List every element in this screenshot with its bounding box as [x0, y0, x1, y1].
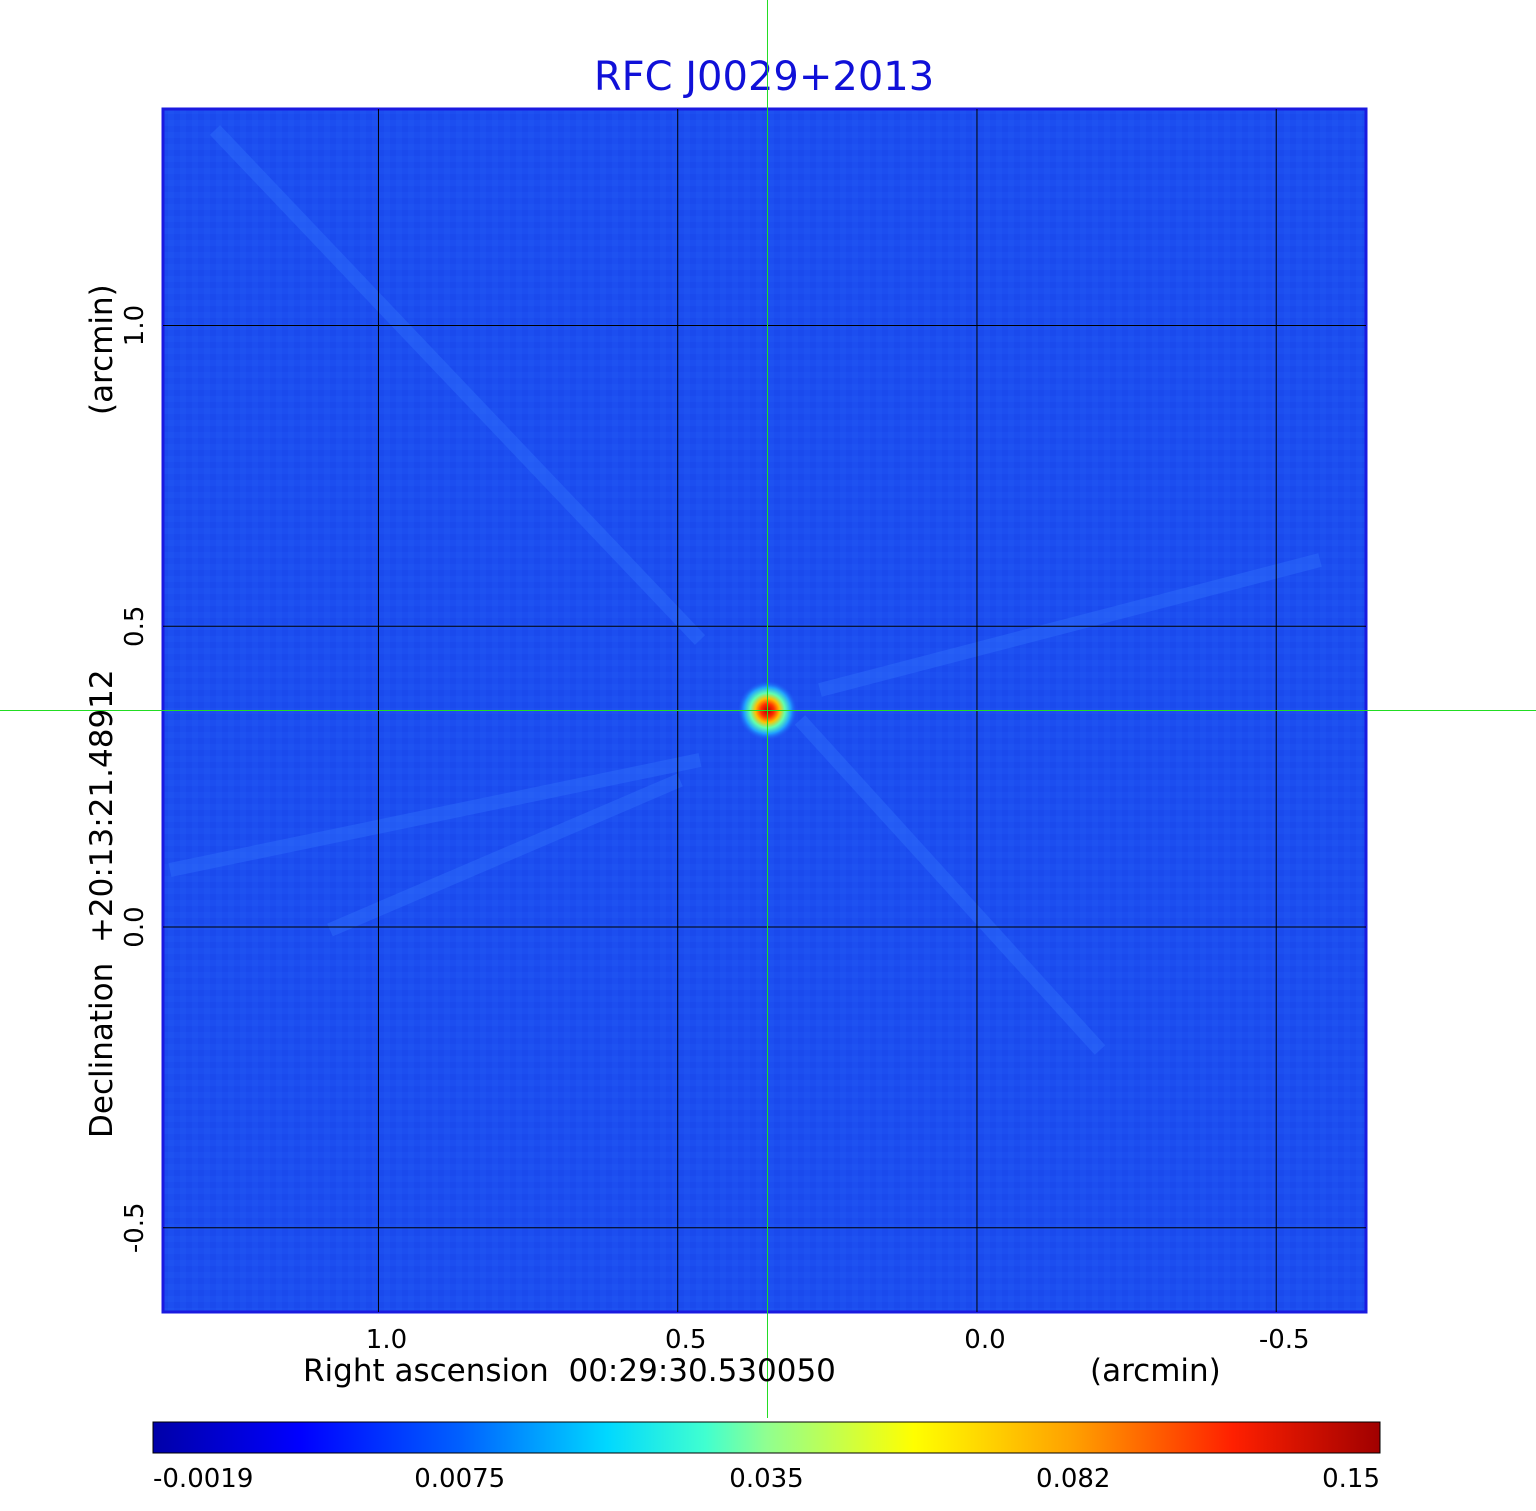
colorbar-tick-label-0: -0.0019	[153, 1464, 253, 1494]
y-tick-label-1: 0.5	[120, 606, 150, 647]
colorbar-gradient	[152, 1421, 1381, 1454]
x-tick-label-2: 0.0	[964, 1325, 1005, 1355]
colorbar: -0.0019 0.0075 0.035 0.082 0.15	[152, 1421, 1381, 1494]
x-tick-label-3: -0.5	[1259, 1325, 1310, 1355]
y-tick-label-2: 0.0	[120, 906, 150, 947]
image-panel	[0, 0, 1536, 1418]
x-tick-label-0: 1.0	[366, 1325, 407, 1355]
colorbar-tick-labels: -0.0019 0.0075 0.035 0.082 0.15	[153, 1464, 1380, 1494]
x-axis-unit: (arcmin)	[1090, 1353, 1221, 1389]
psf-streaks	[168, 125, 1322, 1055]
colorbar-tick-label-3: 0.082	[1036, 1464, 1110, 1494]
y-tick-label-3: -0.5	[120, 1202, 150, 1253]
colorbar-tick-label-1: 0.0075	[414, 1464, 505, 1494]
y-axis-label: Declination +20:13:21.48912	[84, 669, 120, 1138]
chart-title: RFC J0029+2013	[594, 54, 934, 100]
y-axis-unit: (arcmin)	[84, 284, 120, 415]
x-axis-label: Right ascension 00:29:30.530050	[303, 1353, 836, 1389]
x-tick-labels: 1.0 0.5 0.0 -0.5	[366, 1325, 1310, 1355]
y-tick-label-0: 1.0	[120, 305, 150, 346]
colorbar-tick-label-4: 0.15	[1322, 1464, 1380, 1494]
y-tick-labels: 1.0 0.5 0.0 -0.5	[120, 305, 150, 1253]
crosshair	[0, 0, 1536, 1418]
colorbar-tick-label-2: 0.035	[729, 1464, 803, 1494]
x-tick-label-1: 0.5	[665, 1325, 706, 1355]
